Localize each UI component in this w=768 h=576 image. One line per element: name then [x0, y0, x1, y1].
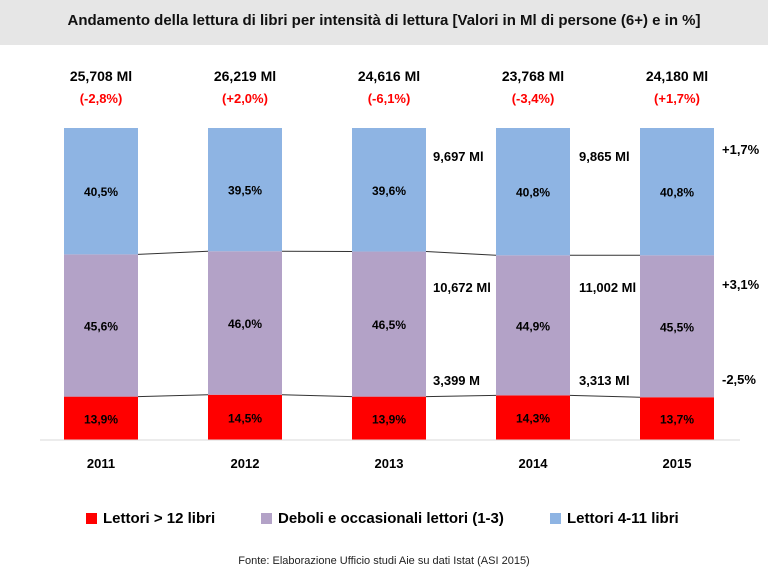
bar-segment-regular-2013: [352, 128, 426, 252]
segment-label-heavy-2015: 13,7%: [660, 413, 694, 427]
annotation-2014-occasional: 10,672 Ml: [433, 280, 491, 295]
legend-swatch-heavy: [86, 513, 97, 524]
annotation-change-regular: +1,7%: [722, 142, 760, 157]
bar-segment-heavy-2014: [496, 395, 570, 440]
segment-label-regular-2013: 39,6%: [372, 184, 406, 198]
total-label-2014: 23,768 Ml: [502, 68, 564, 84]
total-label-2013: 24,616 Ml: [358, 68, 420, 84]
segment-label-regular-2012: 39,5%: [228, 184, 262, 198]
annotation-change-occasional: +3,1%: [722, 277, 760, 292]
chart-title: Andamento della lettura di libri per int…: [67, 12, 701, 29]
total-change-2011: (-2,8%): [80, 91, 123, 106]
title-band: [0, 0, 768, 45]
segment-label-heavy-2011: 13,9%: [84, 412, 118, 426]
segment-label-occasional-2011: 45,6%: [84, 319, 118, 333]
legend-item-heavy: Lettori > 12 libri: [86, 510, 215, 527]
bar-segment-regular-2012: [208, 128, 282, 252]
annotation-2014-regular: 9,697 Ml: [433, 149, 484, 164]
source-note: Fonte: Elaborazione Ufficio studi Aie su…: [238, 555, 530, 567]
segment-label-occasional-2012: 46,0%: [228, 317, 262, 331]
legend-item-regular: Lettori 4-11 libri: [550, 510, 679, 527]
bar-segment-occasional-2013: [352, 251, 426, 397]
bar-segment-occasional-2011: [64, 254, 138, 397]
bar-segment-regular-2014: [496, 128, 570, 256]
chart-area: 13,9% 45,6% 40,5% 25,708 Ml (-2,8%) 2011 14,5%…: [40, 68, 760, 471]
annotation-2014-heavy: 3,399 M: [433, 373, 480, 388]
segment-label-regular-2011: 40,5%: [84, 185, 118, 199]
legend-label-occasional: Deboli e occasionali lettori (1-3): [278, 510, 504, 527]
bar-segment-occasional-2012: [208, 251, 282, 395]
segment-label-regular-2015: 40,8%: [660, 186, 694, 200]
total-label-2011: 25,708 Ml: [70, 68, 132, 84]
segment-label-heavy-2012: 14,5%: [228, 411, 262, 425]
segment-label-occasional-2015: 45,5%: [660, 320, 694, 334]
connector-line-1-0: [137, 394, 209, 398]
legend: Lettori > 12 libri Deboli e occasionali …: [0, 510, 768, 534]
annotation-2015-occasional: 11,002 Ml: [579, 280, 636, 295]
connector-line-1-3: [569, 394, 641, 398]
segment-label-regular-2014: 40,8%: [516, 186, 550, 200]
annotation-change-heavy: -2,5%: [722, 372, 756, 387]
legend-swatch-regular: [550, 513, 561, 524]
x-tick-label-2011: 2011: [87, 456, 115, 471]
segment-label-occasional-2014: 44,9%: [516, 319, 550, 333]
segment-label-occasional-2013: 46,5%: [372, 318, 406, 332]
segment-label-heavy-2014: 14,3%: [516, 412, 550, 426]
bar-segment-occasional-2014: [496, 255, 570, 396]
connector-line-2-2: [425, 251, 497, 256]
segment-label-heavy-2013: 13,9%: [372, 412, 406, 426]
total-label-2012: 26,219 Ml: [214, 68, 276, 84]
annotation-2015-heavy: 3,313 Ml: [579, 373, 630, 388]
total-change-2012: (+2,0%): [222, 91, 268, 106]
total-label-2015: 24,180 Ml: [646, 68, 708, 84]
total-change-2014: (-3,4%): [512, 91, 555, 106]
connector-line-1-2: [425, 394, 497, 398]
x-tick-label-2015: 2015: [663, 456, 692, 471]
x-tick-label-2012: 2012: [231, 456, 260, 471]
bar-segment-heavy-2012: [208, 394, 282, 440]
legend-label-heavy: Lettori > 12 libri: [103, 510, 216, 527]
x-tick-label-2014: 2014: [519, 456, 549, 471]
bar-segment-heavy-2015: [640, 397, 714, 440]
total-change-2015: (+1,7%): [654, 91, 700, 106]
x-tick-label-2013: 2013: [375, 456, 404, 471]
total-change-2013: (-6,1%): [368, 91, 411, 106]
bar-segment-regular-2015: [640, 128, 714, 256]
bar-segment-occasional-2015: [640, 255, 714, 398]
annotation-2015-regular: 9,865 Ml: [579, 149, 630, 164]
legend-item-occasional: Deboli e occasionali lettori (1-3): [261, 510, 504, 527]
bar-segment-heavy-2011: [64, 396, 138, 440]
legend-swatch-occasional: [261, 513, 272, 524]
connector-line-2-0: [137, 250, 209, 255]
bar-segment-regular-2011: [64, 128, 138, 255]
connector-line-1-1: [281, 394, 353, 398]
bar-segment-heavy-2013: [352, 396, 426, 440]
legend-label-regular: Lettori 4-11 libri: [567, 510, 679, 527]
